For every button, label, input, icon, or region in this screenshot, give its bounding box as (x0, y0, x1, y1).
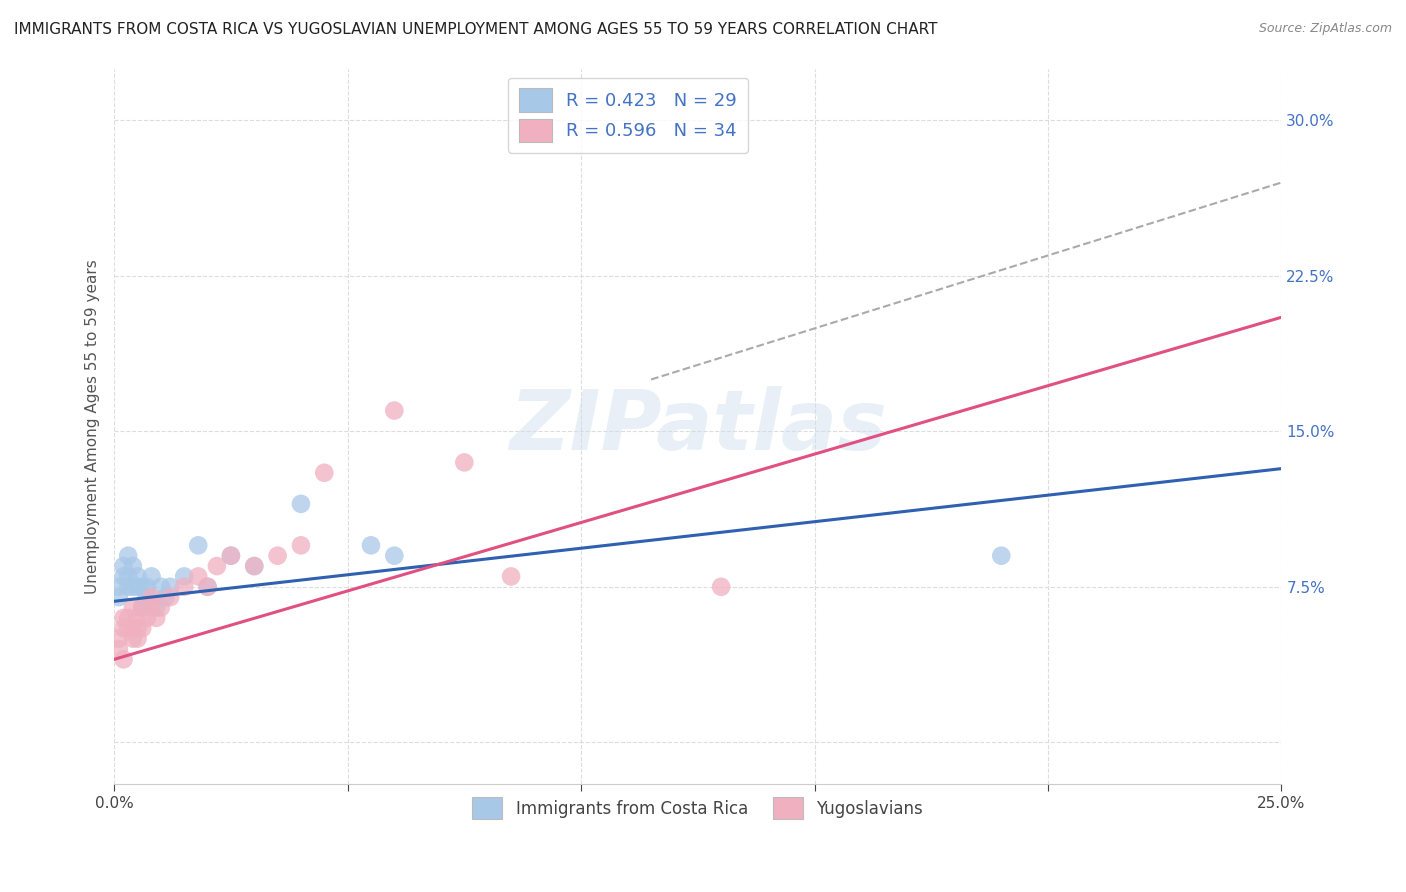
Point (135, 611, 157, 625)
Point (314, 466, 336, 480)
Point (159, 590, 181, 604)
Point (135, 590, 157, 604)
Point (141, 590, 163, 604)
Text: IMMIGRANTS FROM COSTA RICA VS YUGOSLAVIAN UNEMPLOYMENT AMONG AGES 55 TO 59 YEARS: IMMIGRANTS FROM COSTA RICA VS YUGOSLAVIA… (14, 22, 938, 37)
Point (117, 580, 139, 594)
Point (243, 559, 266, 574)
Point (117, 569, 139, 583)
Point (710, 580, 733, 594)
Text: Source: ZipAtlas.com: Source: ZipAtlas.com (1258, 22, 1392, 36)
Point (112, 611, 135, 625)
Point (453, 455, 475, 469)
Point (149, 580, 172, 594)
Text: ZIPatlas: ZIPatlas (509, 385, 887, 467)
Point (155, 590, 177, 604)
Point (108, 590, 131, 604)
Point (135, 580, 157, 594)
Point (187, 538, 209, 552)
Point (131, 580, 153, 594)
Point (127, 569, 149, 583)
Point (290, 538, 312, 552)
Point (141, 569, 163, 583)
Point (121, 600, 143, 615)
Point (127, 632, 149, 646)
Point (990, 549, 1012, 563)
Point (360, 538, 382, 552)
Point (219, 549, 242, 563)
Point (108, 580, 131, 594)
Point (173, 580, 195, 594)
Point (159, 580, 181, 594)
Y-axis label: Unemployment Among Ages 55 to 59 years: Unemployment Among Ages 55 to 59 years (86, 259, 100, 593)
Point (112, 569, 135, 583)
Point (290, 497, 312, 511)
Point (205, 559, 228, 574)
Point (127, 611, 149, 625)
Point (197, 580, 219, 594)
Point (121, 559, 143, 574)
Point (382, 403, 405, 417)
Point (243, 559, 266, 574)
Point (219, 549, 242, 563)
Point (108, 642, 131, 657)
Point (187, 569, 209, 583)
Point (499, 569, 522, 583)
Point (149, 600, 172, 615)
Point (145, 611, 167, 625)
Point (127, 621, 149, 635)
Point (121, 632, 143, 646)
Point (117, 549, 139, 563)
Point (117, 611, 139, 625)
Point (173, 569, 195, 583)
Point (197, 580, 219, 594)
Point (382, 549, 405, 563)
Point (131, 600, 153, 615)
Point (141, 600, 163, 615)
Point (131, 621, 153, 635)
Point (112, 559, 135, 574)
Point (145, 600, 167, 615)
Point (112, 621, 135, 635)
Point (266, 549, 288, 563)
Point (108, 632, 131, 646)
Legend: Immigrants from Costa Rica, Yugoslavians: Immigrants from Costa Rica, Yugoslavians (465, 790, 929, 825)
Point (117, 621, 139, 635)
Point (131, 600, 153, 615)
Point (112, 652, 135, 666)
Point (127, 580, 149, 594)
Point (121, 580, 143, 594)
Point (121, 621, 143, 635)
